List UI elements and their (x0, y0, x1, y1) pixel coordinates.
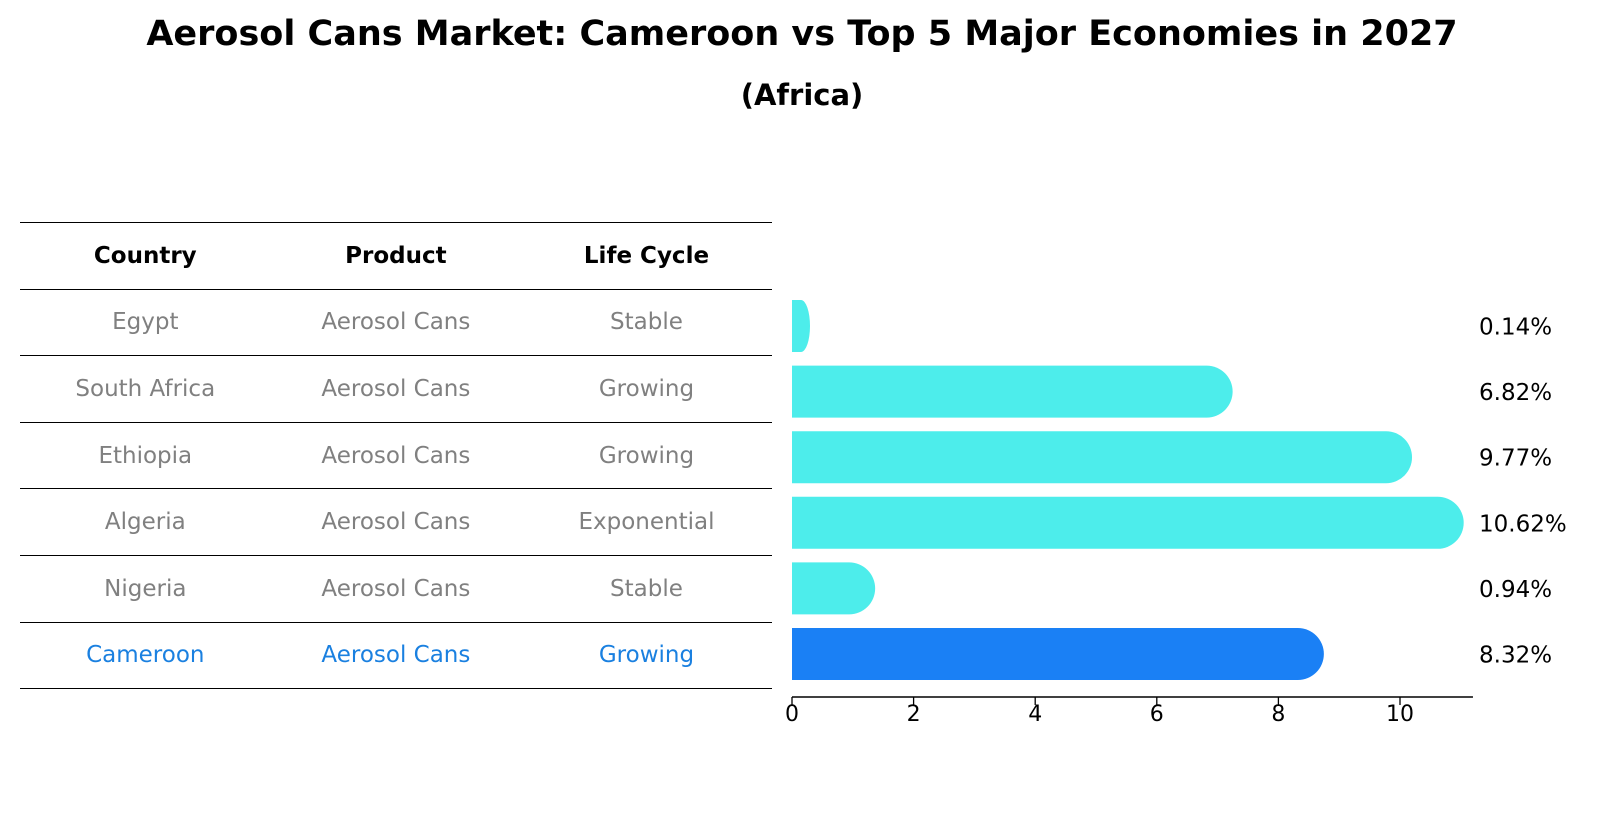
bar-nigeria (792, 562, 876, 615)
x-tick-label: 4 (1028, 702, 1042, 727)
table-row: Algeria Aerosol Cans Exponential (20, 489, 772, 555)
table-divider (20, 222, 772, 223)
table-row: Ethiopia Aerosol Cans Growing (20, 423, 772, 489)
table-divider (20, 621, 772, 623)
value-label-egypt: 0.14% (1479, 315, 1552, 341)
table-divider (20, 554, 772, 556)
table-row-highlighted: Cameroon Aerosol Cans Growing (20, 623, 772, 689)
life-cycle-cell: Stable (610, 575, 683, 602)
x-tick-label: 6 (1150, 702, 1164, 727)
country-cell: Ethiopia (98, 442, 193, 469)
header-product: Product (345, 242, 447, 269)
life-cycle-cell: Growing (598, 442, 695, 469)
table-row: Egypt Aerosol Cans Stable (20, 290, 772, 356)
life-cycle-cell: Growing (598, 375, 695, 402)
life-cycle-cell: Stable (610, 309, 683, 336)
bar-ethiopia (792, 431, 1413, 484)
product-cell: Aerosol Cans (321, 442, 471, 469)
table-divider (20, 688, 772, 690)
country-cell: Cameroon (86, 642, 205, 669)
header-country: Country (93, 242, 197, 269)
value-label-ethiopia: 9.77% (1479, 446, 1552, 472)
value-label-south-africa: 6.82% (1479, 380, 1552, 406)
header-life-cycle: Life Cycle (583, 242, 710, 269)
table-divider (20, 488, 772, 490)
product-cell: Aerosol Cans (321, 642, 471, 669)
country-cell: Egypt (112, 309, 179, 336)
bar-south-africa (792, 365, 1233, 418)
table-row: South Africa Aerosol Cans Growing (20, 356, 772, 422)
bar-egypt (792, 300, 810, 352)
table-row: Nigeria Aerosol Cans Stable (20, 556, 772, 622)
country-cell: South Africa (75, 375, 216, 402)
value-label-algeria: 10.62% (1479, 511, 1567, 537)
chart-title: Aerosol Cans Market: Cameroon vs Top 5 M… (146, 14, 1458, 54)
product-cell: Aerosol Cans (321, 375, 471, 402)
bar-algeria (792, 496, 1464, 549)
product-cell: Aerosol Cans (321, 509, 471, 536)
country-table: Country Product Life Cycle Egypt Aerosol… (20, 222, 772, 690)
life-cycle-cell: Exponential (578, 509, 715, 536)
product-cell: Aerosol Cans (321, 309, 471, 336)
x-tick-label: 2 (907, 702, 921, 727)
country-cell: Nigeria (104, 575, 187, 602)
x-tick-label: 10 (1386, 702, 1414, 727)
x-tick-label: 8 (1271, 702, 1285, 727)
x-tick-label: 0 (785, 702, 799, 727)
bar-cameroon (792, 628, 1324, 680)
product-cell: Aerosol Cans (321, 575, 471, 602)
value-label-cameroon: 8.32% (1479, 643, 1552, 669)
life-cycle-cell: Growing (598, 642, 695, 669)
value-label-nigeria: 0.94% (1479, 577, 1552, 603)
table-divider (20, 355, 772, 357)
table-divider (20, 288, 772, 290)
country-cell: Algeria (104, 509, 186, 536)
table-divider (20, 421, 772, 423)
table-header-row: Country Product Life Cycle (20, 223, 772, 289)
chart-subtitle: (Africa) (740, 78, 864, 112)
